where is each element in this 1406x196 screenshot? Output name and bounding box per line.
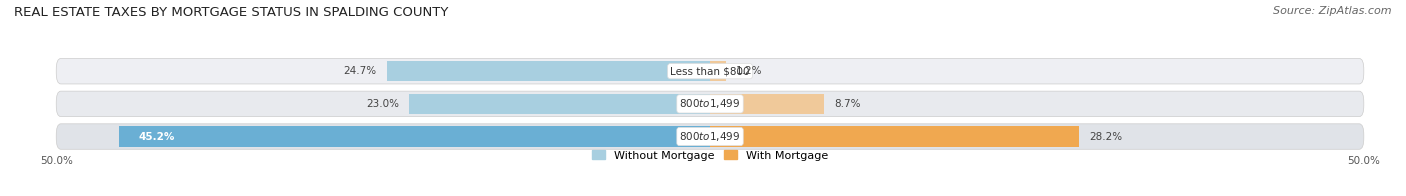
FancyBboxPatch shape — [56, 91, 1364, 117]
Bar — [710, 61, 725, 81]
Legend: Without Mortgage, With Mortgage: Without Mortgage, With Mortgage — [588, 146, 832, 165]
Text: 28.2%: 28.2% — [1090, 132, 1122, 142]
FancyBboxPatch shape — [56, 58, 1364, 84]
Text: $800 to $1,499: $800 to $1,499 — [679, 97, 741, 110]
Text: 1.2%: 1.2% — [737, 66, 762, 76]
Text: 8.7%: 8.7% — [834, 99, 860, 109]
Text: 45.2%: 45.2% — [139, 132, 174, 142]
Bar — [710, 94, 824, 114]
Bar — [710, 126, 1078, 147]
Text: REAL ESTATE TAXES BY MORTGAGE STATUS IN SPALDING COUNTY: REAL ESTATE TAXES BY MORTGAGE STATUS IN … — [14, 6, 449, 19]
Text: Source: ZipAtlas.com: Source: ZipAtlas.com — [1274, 6, 1392, 16]
Bar — [120, 126, 710, 147]
Text: Less than $800: Less than $800 — [671, 66, 749, 76]
Bar — [409, 94, 710, 114]
Text: 24.7%: 24.7% — [343, 66, 377, 76]
Text: 23.0%: 23.0% — [366, 99, 399, 109]
FancyBboxPatch shape — [56, 124, 1364, 149]
Bar — [387, 61, 710, 81]
Text: $800 to $1,499: $800 to $1,499 — [679, 130, 741, 143]
